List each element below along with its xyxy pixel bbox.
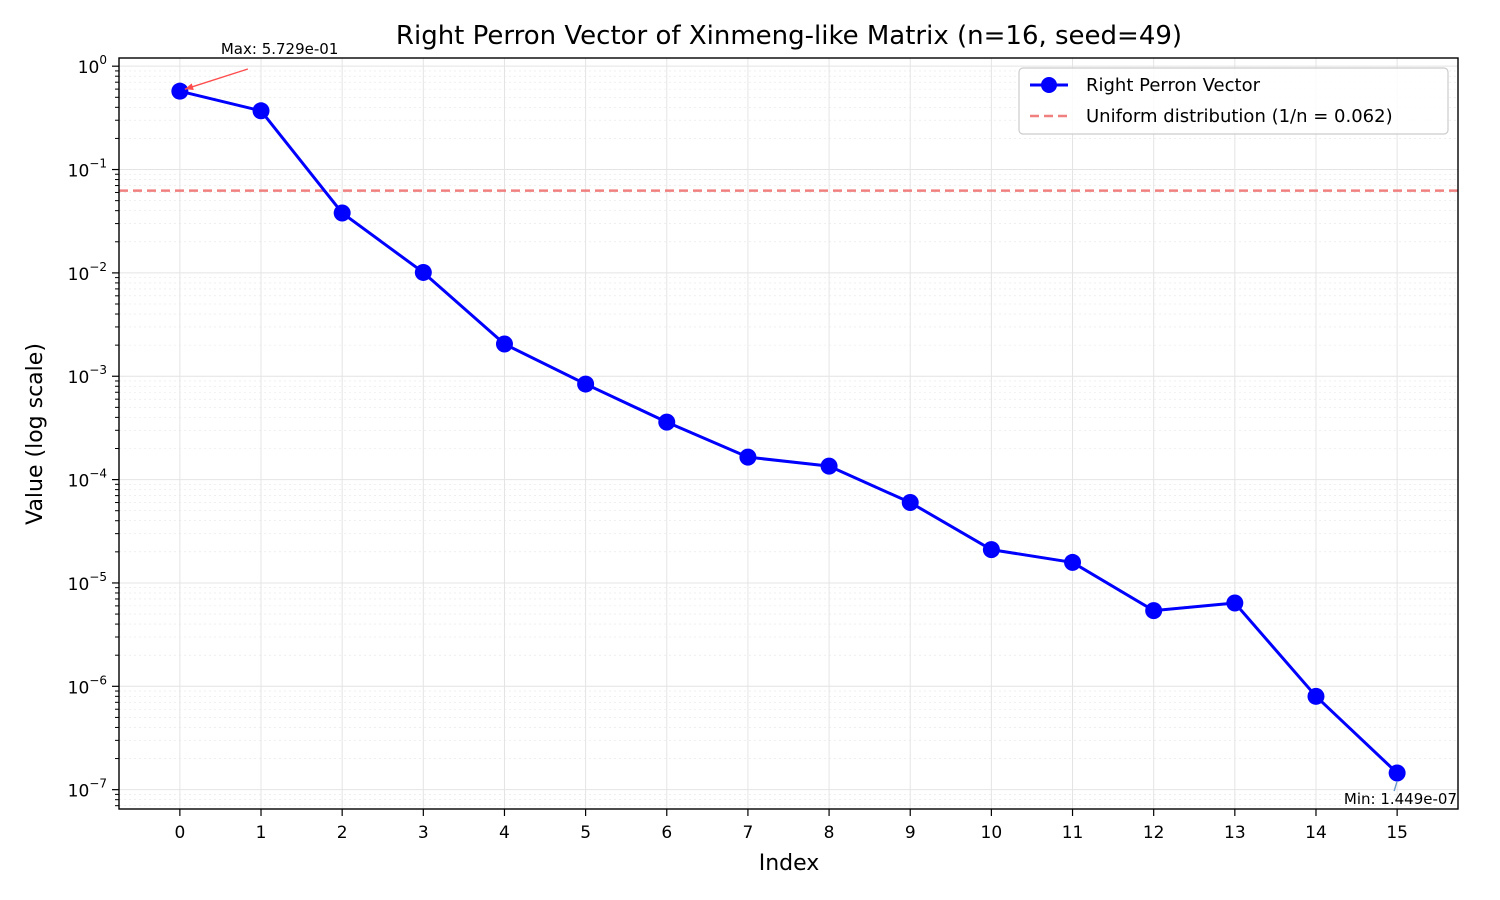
data-point [1226, 594, 1244, 612]
data-point [333, 204, 351, 222]
data-point [171, 82, 189, 100]
max-annotation-arrowhead [184, 83, 194, 90]
perron-vector-line [179, 89, 1399, 775]
x-tick-label: 2 [337, 823, 348, 843]
x-tick-label: 0 [174, 823, 185, 843]
data-point [495, 335, 513, 353]
y-tick-label: 10−4 [68, 467, 107, 492]
legend-box [1018, 67, 1449, 135]
y-tick-label: 10−3 [68, 363, 107, 388]
y-tick-label: 10−6 [68, 673, 107, 698]
max-annotation-label: Max: 5.729e-01 [221, 40, 339, 58]
x-tick-label: 11 [1062, 823, 1084, 843]
data-point [1388, 764, 1406, 782]
x-tick-label: 6 [661, 823, 672, 843]
min-annotation-label: Min: 1.449e-07 [1344, 790, 1457, 808]
x-tick-label: 15 [1386, 823, 1408, 843]
x-tick-label: 3 [418, 823, 429, 843]
data-point [1064, 553, 1082, 571]
data-point [739, 448, 757, 466]
x-tick-label: 8 [824, 823, 835, 843]
y-tick-label: 10−2 [68, 260, 107, 285]
legend-label-perron: Right Perron Vector [1086, 75, 1261, 96]
data-point [414, 263, 432, 281]
y-tick-label: 10−1 [68, 157, 107, 182]
x-tick-label: 4 [499, 823, 510, 843]
y-tick-label: 10−7 [68, 777, 107, 802]
annotations: Max: 5.729e-01 Min: 1.449e-07 [184, 40, 1457, 808]
x-tick-label: 14 [1305, 823, 1327, 843]
max-annotation-arrow [184, 68, 249, 90]
y-tick-label: 10−5 [68, 570, 107, 595]
x-tick-label: 5 [580, 823, 591, 843]
chart-title: Right Perron Vector of Xinmeng-like Matr… [396, 21, 1182, 51]
data-point [1145, 602, 1163, 620]
data-point [252, 102, 270, 120]
legend-swatch-marker [1041, 77, 1057, 93]
x-tick-label: 10 [981, 823, 1003, 843]
grid [119, 58, 1458, 809]
y-axis-label: Value (log scale) [23, 343, 48, 525]
series-layer [171, 82, 1406, 782]
data-point [1307, 687, 1325, 705]
x-tick-label: 7 [743, 823, 754, 843]
min-annotation-arrow [1393, 780, 1398, 792]
x-axis-label: Index [759, 851, 820, 876]
data-point [577, 375, 595, 393]
y-tick-label: 100 [78, 53, 107, 78]
x-tick-label: 1 [256, 823, 267, 843]
plot-frame [118, 57, 1459, 810]
data-point [982, 541, 1000, 559]
legend: Right Perron Vector Uniform distribution… [1018, 67, 1449, 135]
x-tick-label: 12 [1143, 823, 1165, 843]
data-point [820, 457, 838, 475]
data-point [658, 413, 676, 431]
legend-label-uniform: Uniform distribution (1/n = 0.062) [1086, 106, 1393, 127]
x-tick-label: 13 [1224, 823, 1246, 843]
x-tick-label: 9 [905, 823, 916, 843]
data-point [901, 494, 919, 512]
